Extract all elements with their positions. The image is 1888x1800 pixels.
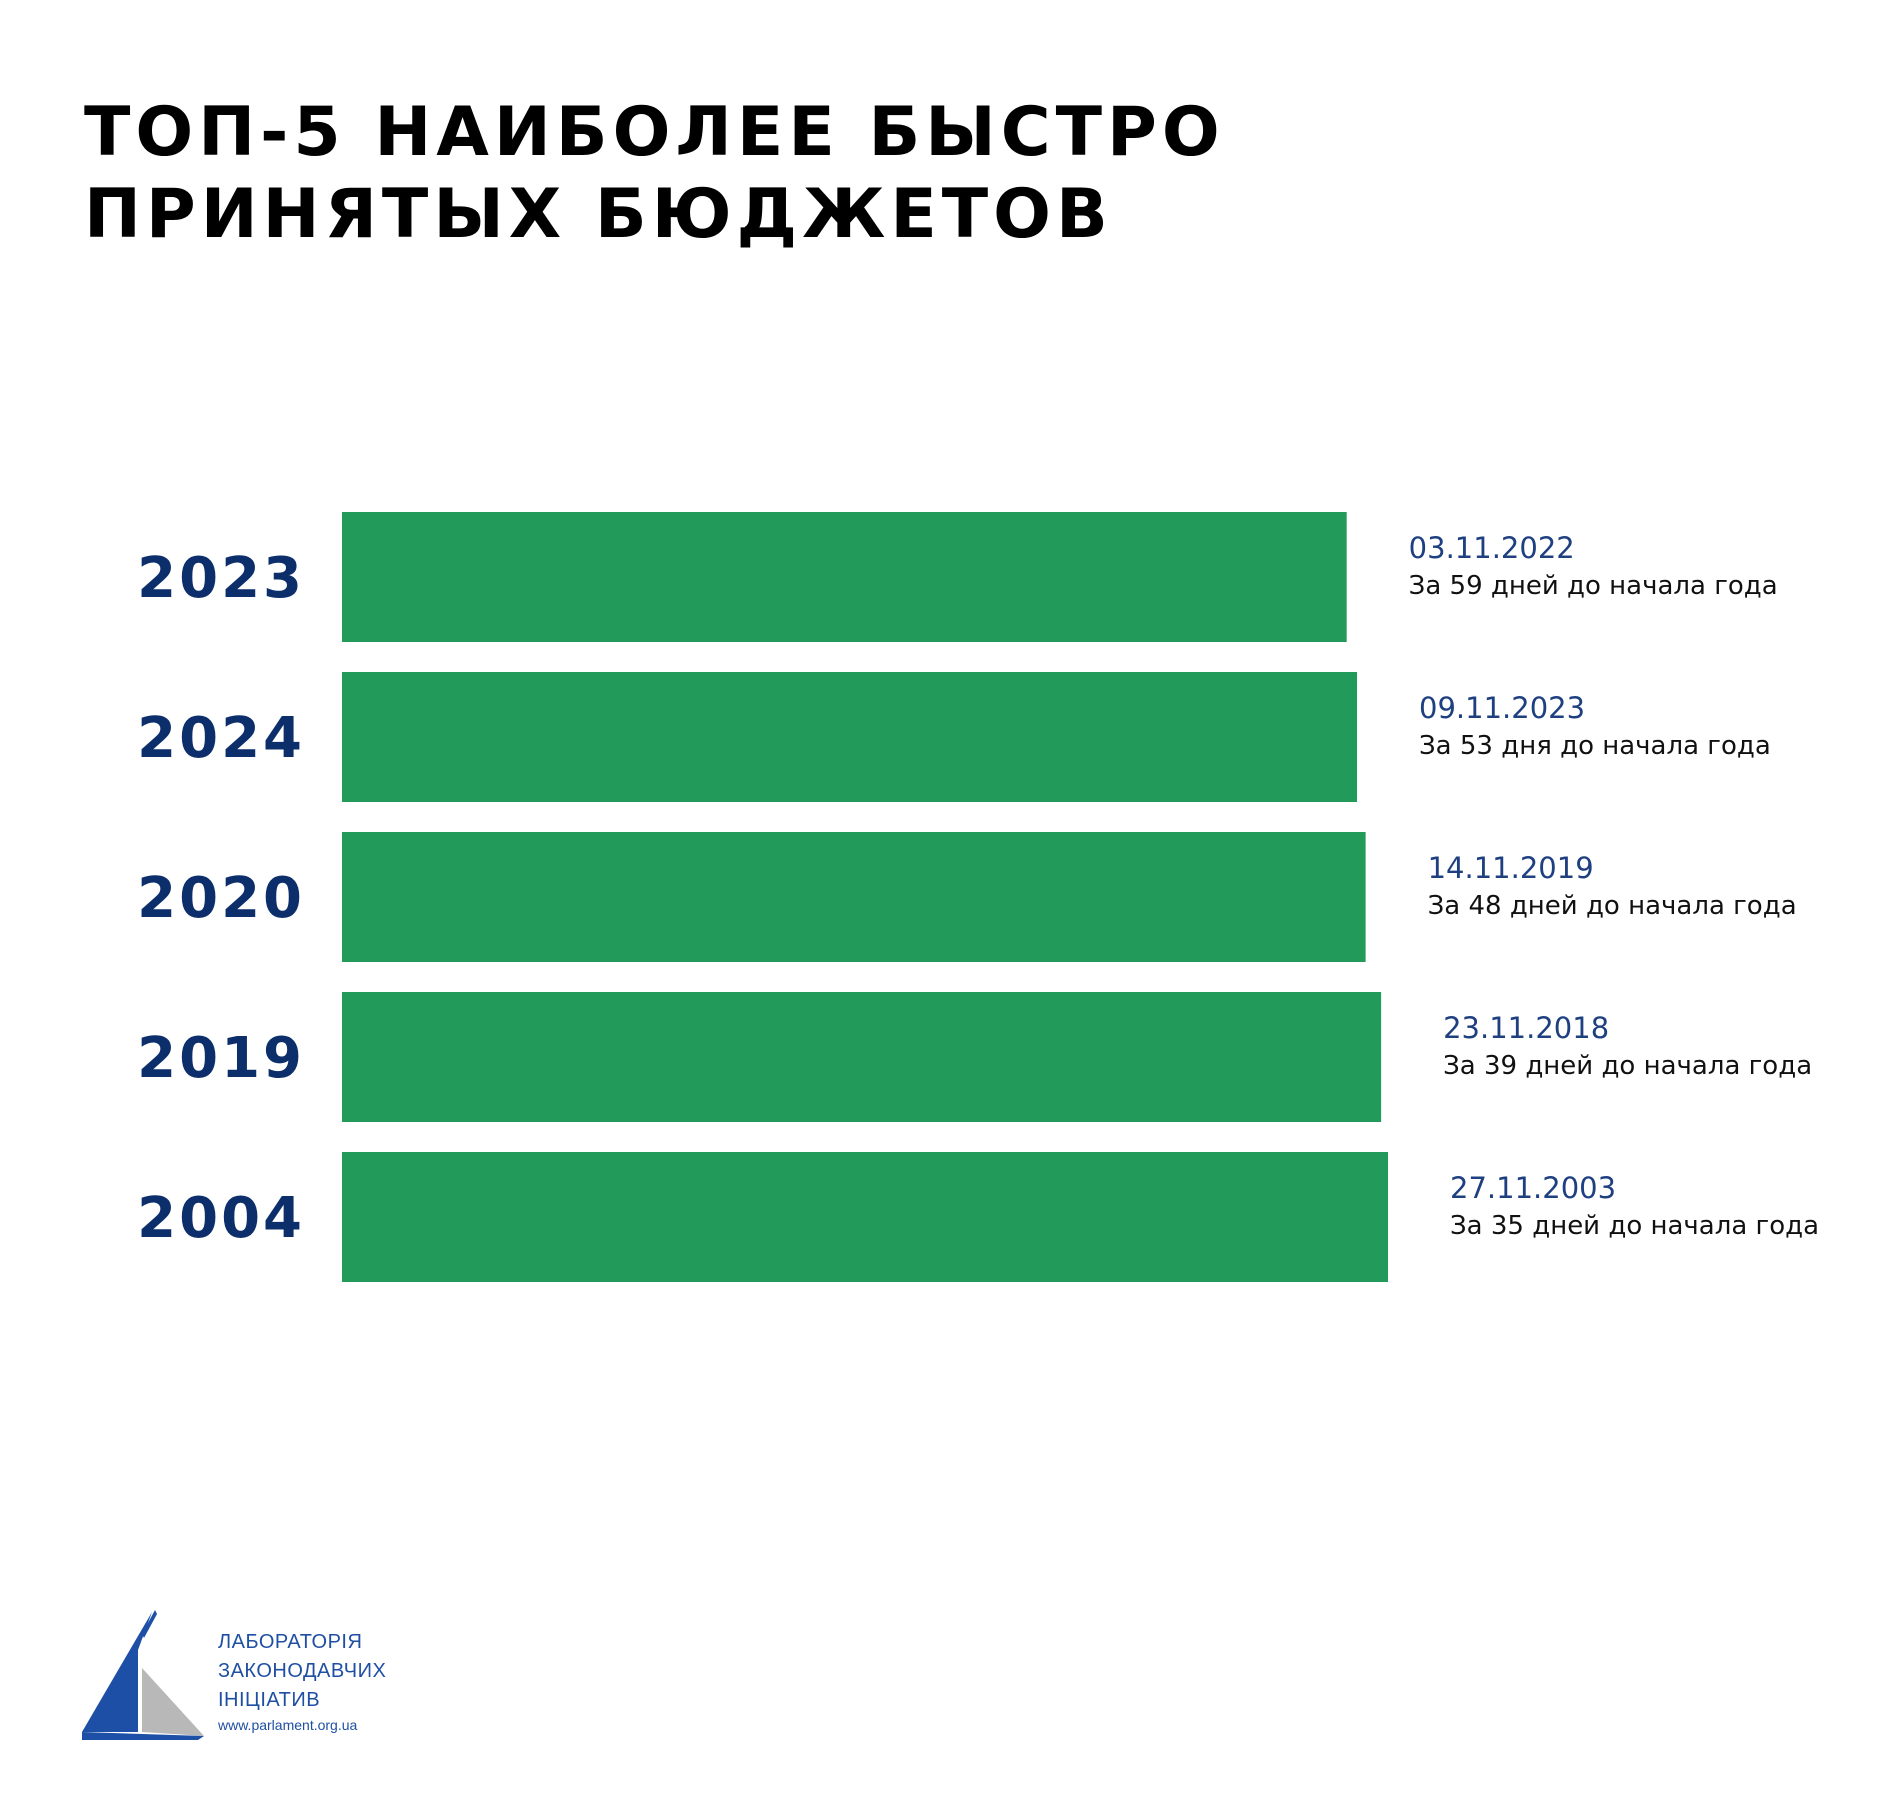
- logo-line-3: ІНІЦІАТИВ: [218, 1689, 321, 1711]
- days-label-2023: За 59 дней до начала года: [1409, 571, 1778, 601]
- sail-logo-icon: [82, 1610, 204, 1740]
- organization-name: ЛАБОРАТОРІЯ ЗАКОНОДАВЧИХ ІНІЦІАТИВ www.p…: [218, 1628, 386, 1735]
- chart-title: ТОП-5 НАИБОЛЕЕ БЫСТРО ПРИНЯТЫХ БЮДЖЕТОВ: [84, 92, 1225, 256]
- category-label-2023: 2023: [137, 546, 305, 611]
- date-label-2023: 03.11.2022: [1409, 531, 1575, 565]
- date-label-2004: 27.11.2003: [1450, 1171, 1616, 1205]
- days-label-2004: За 35 дней до начала года: [1450, 1211, 1819, 1241]
- logo-url: www.parlament.org.ua: [218, 1717, 358, 1733]
- date-label-2019: 23.11.2018: [1443, 1011, 1609, 1045]
- bar-2004: [342, 1152, 1388, 1282]
- organization-logo: ЛАБОРАТОРІЯ ЗАКОНОДАВЧИХ ІНІЦІАТИВ www.p…: [82, 1610, 422, 1740]
- chart-title-line-1: ТОП-5 НАИБОЛЕЕ БЫСТРО: [84, 93, 1225, 172]
- date-label-2024: 09.11.2023: [1419, 691, 1585, 725]
- bar-2020: [342, 832, 1366, 962]
- days-label-2020: За 48 дней до начала года: [1428, 891, 1797, 921]
- date-label-2020: 14.11.2019: [1428, 851, 1594, 885]
- chart-title-line-2: ПРИНЯТЫХ БЮДЖЕТОВ: [84, 175, 1113, 254]
- category-label-2019: 2019: [137, 1026, 305, 1091]
- days-label-2019: За 39 дней до начала года: [1443, 1051, 1812, 1081]
- bar-2024: [342, 672, 1358, 802]
- bar-chart: 2023 03.11.2022 За 59 дней до начала года 2…: [137, 512, 1819, 1282]
- logo-line-1: ЛАБОРАТОРІЯ: [218, 1631, 363, 1653]
- category-label-2020: 2020: [137, 866, 305, 931]
- category-label-2004: 2004: [137, 1186, 305, 1251]
- days-label-2024: За 53 дня до начала года: [1419, 731, 1771, 761]
- logo-line-2: ЗАКОНОДАВЧИХ: [218, 1660, 387, 1682]
- category-label-2024: 2024: [137, 706, 305, 771]
- bar-2019: [342, 992, 1382, 1122]
- bar-2023: [342, 512, 1347, 642]
